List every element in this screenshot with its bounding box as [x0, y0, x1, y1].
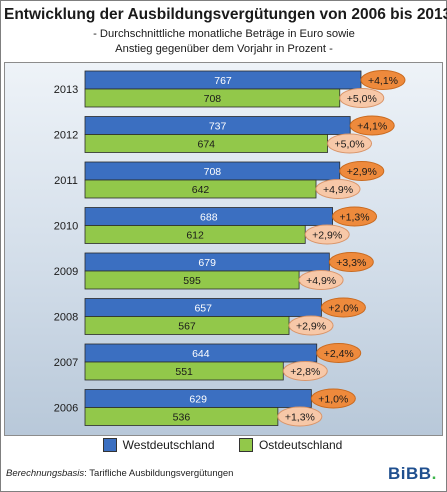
value-label-west: 688 — [200, 212, 218, 224]
footer-note: Berechnungsbasis: Tarifliche Ausbildungs… — [6, 468, 233, 479]
change-badge-east — [304, 224, 350, 245]
year-label: 2011 — [54, 175, 78, 187]
change-label-west: +2,9% — [347, 166, 377, 178]
change-badge-east — [339, 88, 385, 108]
change-label-east: +2,9% — [296, 320, 326, 332]
year-label: 2007 — [54, 357, 78, 369]
legend-swatch-west — [102, 438, 117, 452]
value-label-east: 567 — [178, 321, 196, 333]
year-label: 2012 — [54, 130, 78, 142]
legend: Westdeutschland Ostdeutschland — [4, 438, 441, 457]
value-label-east: 642 — [192, 184, 210, 196]
change-label-east: +2,8% — [290, 366, 320, 378]
change-badge-west — [316, 343, 362, 363]
value-label-east: 612 — [186, 230, 204, 242]
change-badge-west — [328, 252, 374, 272]
change-label-west: +2,4% — [324, 348, 354, 360]
logo-text: BiBB — [388, 464, 432, 483]
change-label-west: +2,0% — [328, 302, 358, 314]
value-label-west: 644 — [192, 348, 210, 360]
change-badge-east — [288, 315, 334, 336]
value-label-west: 767 — [214, 75, 232, 87]
year-label: 2006 — [54, 403, 78, 415]
value-label-east: 536 — [173, 412, 191, 424]
change-label-east: +5,0% — [334, 138, 364, 150]
change-badge-west — [332, 206, 378, 227]
change-label-east: +4,9% — [323, 184, 353, 196]
change-label-west: +1,0% — [318, 393, 348, 405]
change-label-west: +1,3% — [340, 211, 370, 223]
change-badge-west — [349, 115, 395, 136]
value-label-east: 674 — [198, 139, 216, 151]
value-label-west: 679 — [198, 257, 216, 269]
year-label: 2010 — [54, 221, 78, 233]
change-label-west: +4,1% — [368, 75, 398, 87]
subtitle-line-1: - Durchschnittliche monatliche Beträge i… — [93, 28, 355, 40]
legend-swatch-east — [238, 438, 253, 452]
legend-item-west: Westdeutschland — [102, 438, 215, 452]
value-label-west: 657 — [194, 303, 212, 315]
chart-title: Entwicklung der Ausbildungsvergütungen v… — [4, 6, 447, 23]
change-label-west: +3,3% — [336, 257, 366, 269]
change-badge-east — [282, 361, 328, 381]
legend-label-west: Westdeutschland — [122, 438, 215, 452]
change-badge-east — [327, 133, 373, 154]
change-label-west: +4,1% — [357, 120, 387, 132]
legend-label-east: Ostdeutschland — [258, 438, 343, 452]
year-label: 2013 — [54, 84, 78, 96]
value-label-west: 737 — [209, 121, 227, 133]
value-label-west: 708 — [204, 166, 222, 178]
change-badge-west — [320, 297, 366, 318]
year-label: 2009 — [54, 266, 78, 278]
change-badge-west — [310, 388, 356, 409]
change-label-east: +5,0% — [347, 93, 377, 105]
footer-label: Berechnungsbasis — [6, 468, 85, 479]
value-label-east: 708 — [204, 93, 222, 105]
value-label-west: 629 — [189, 394, 207, 406]
change-label-east: +1,3% — [285, 411, 315, 423]
footer-text: : Tarifliche Ausbildungsvergütungen — [84, 468, 234, 479]
change-badge-east — [315, 179, 361, 199]
value-label-east: 595 — [183, 275, 201, 287]
logo-dot: . — [431, 464, 437, 483]
change-badge-west — [360, 70, 406, 90]
change-label-east: +2,9% — [312, 229, 342, 241]
legend-item-east: Ostdeutschland — [238, 438, 343, 452]
change-badge-east — [277, 406, 323, 427]
bibb-logo: BiBB. — [388, 464, 437, 484]
change-badge-west — [339, 161, 385, 181]
subtitle-line-2: Anstieg gegenüber dem Vorjahr in Prozent… — [115, 43, 333, 55]
change-label-east: +4,9% — [306, 275, 336, 287]
change-badge-east — [298, 270, 344, 290]
value-label-east: 551 — [175, 366, 193, 378]
chart-subtitle: - Durchschnittliche monatliche Beträge i… — [4, 27, 444, 57]
year-label: 2008 — [54, 312, 78, 324]
